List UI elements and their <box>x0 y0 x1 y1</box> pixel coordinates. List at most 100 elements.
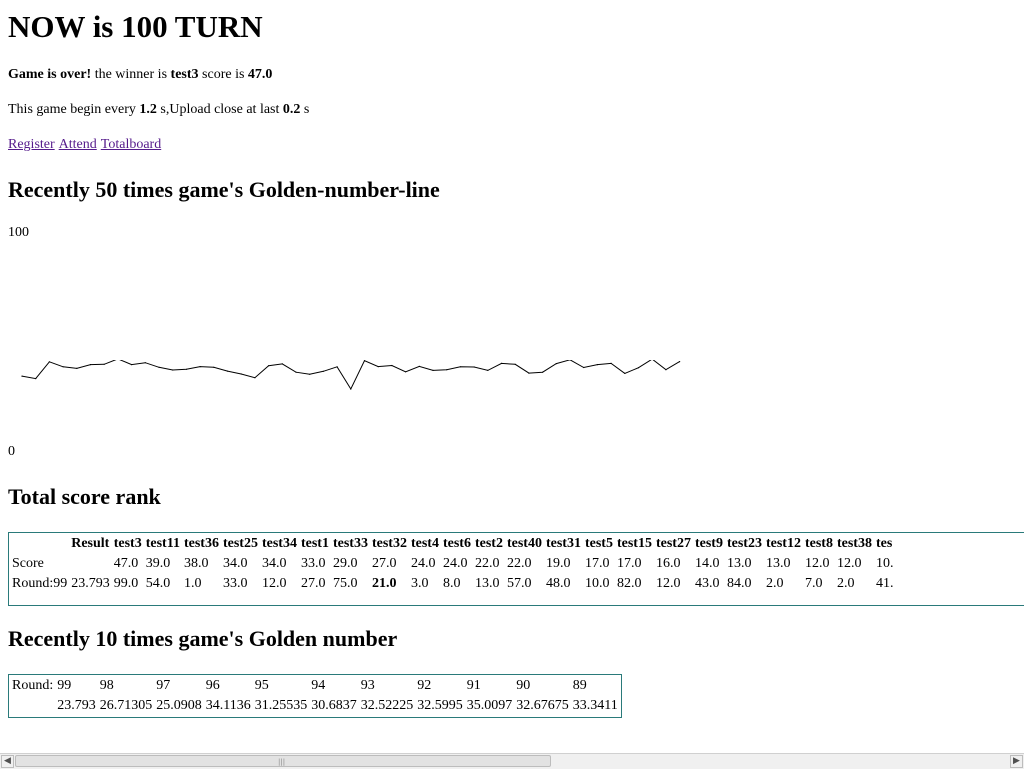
rank-cell: 84.0 <box>726 575 763 593</box>
golden-number-point <box>501 363 502 364</box>
rank-row-label: Round:99 <box>11 575 68 593</box>
rank-cell: 48.0 <box>545 575 582 593</box>
rank-cell: 13.0 <box>765 555 802 573</box>
golden-number-point <box>679 361 680 362</box>
scroll-left-arrow-icon[interactable]: ◀ <box>1 755 14 768</box>
rank-cell: 7.0 <box>804 575 834 593</box>
register-link[interactable]: Register <box>8 137 55 152</box>
rank-header-player: tes <box>875 535 895 553</box>
golden-number-point <box>556 363 557 364</box>
rank-cell: 12.0 <box>655 575 692 593</box>
rank-cell: 12.0 <box>804 555 834 573</box>
golden-number-point <box>638 367 639 368</box>
golden-number-point <box>49 361 50 362</box>
y-axis-max-label: 100 <box>8 225 29 241</box>
golden-round-cell: 91 <box>466 677 514 695</box>
golden-number-point <box>528 373 529 374</box>
golden-number-point <box>172 369 173 370</box>
golden-number-point <box>76 368 77 369</box>
rank-header-player: test25 <box>222 535 259 553</box>
rank-cell: 14.0 <box>694 555 724 573</box>
golden-number-point <box>35 378 36 379</box>
rank-header-player: test8 <box>804 535 834 553</box>
winner-score: 47.0 <box>248 67 273 82</box>
golden-number-point <box>200 366 201 367</box>
golden-number-point <box>419 366 420 367</box>
golden-number-point <box>268 365 269 366</box>
attend-link[interactable]: Attend <box>59 137 97 152</box>
interval-value: 1.2 <box>139 102 157 117</box>
rank-cell: 21.0 <box>371 575 408 593</box>
rank-header-player: test4 <box>410 535 440 553</box>
golden-number-point <box>460 366 461 367</box>
rank-header-result: Result <box>70 535 111 553</box>
rank-header-player: test1 <box>300 535 330 553</box>
score-label: score is <box>202 67 244 82</box>
golden-number-point <box>364 360 365 361</box>
rank-header-player: test11 <box>145 535 181 553</box>
golden-number-point <box>323 371 324 372</box>
golden-number-point <box>337 366 338 367</box>
rank-cell: 47.0 <box>113 555 143 573</box>
golden-number-point <box>624 373 625 374</box>
golden-number-point <box>145 362 146 363</box>
golden-number-point <box>90 364 91 365</box>
rank-cell: 82.0 <box>616 575 653 593</box>
rank-cell: 57.0 <box>506 575 543 593</box>
rank-cell: 16.0 <box>655 555 692 573</box>
rank-cell: 17.0 <box>584 555 614 573</box>
golden-number-point <box>131 364 132 365</box>
rank-header-player: test34 <box>261 535 298 553</box>
rank-cell <box>70 555 111 573</box>
golden-value-cell: 32.67675 <box>515 697 570 715</box>
golden-value-cell: 26.71305 <box>99 697 154 715</box>
golden-number-point <box>158 367 159 368</box>
rank-section-title: Total score rank <box>8 484 161 510</box>
golden-round-cell: 96 <box>205 677 252 695</box>
golden-number-point <box>309 374 310 375</box>
winner-name: test3 <box>171 67 199 82</box>
golden-number-point <box>583 367 584 368</box>
horizontal-scrollbar[interactable]: ◀ ||| ▶ <box>0 753 1024 769</box>
rank-header-player: test38 <box>836 535 873 553</box>
rank-header-player: test3 <box>113 535 143 553</box>
golden-number-point <box>611 363 612 364</box>
scrollbar-thumb[interactable]: ||| <box>15 755 551 767</box>
rank-cell: 39.0 <box>145 555 181 573</box>
golden-number-point <box>597 364 598 365</box>
rank-cell: 13.0 <box>726 555 763 573</box>
rank-cell: 1.0 <box>183 575 220 593</box>
rank-cell: 27.0 <box>300 575 330 593</box>
golden-round-cell: 94 <box>310 677 358 695</box>
golden-value-cell: 25.0908 <box>155 697 203 715</box>
golden-round-label: Round: <box>11 677 54 695</box>
rank-cell: 2.0 <box>765 575 802 593</box>
rank-cell: 34.0 <box>222 555 259 573</box>
totalboard-link[interactable]: Totalboard <box>101 137 161 152</box>
rank-cell: 99.0 <box>113 575 143 593</box>
golden-number-point <box>295 372 296 373</box>
scroll-right-arrow-icon[interactable]: ▶ <box>1010 755 1023 768</box>
game-over-text: Game is over! <box>8 67 91 82</box>
y-axis-min-label: 0 <box>8 444 15 460</box>
golden-blank-cell <box>11 697 54 715</box>
rank-header-player: test9 <box>694 535 724 553</box>
golden-number-point <box>474 366 475 367</box>
golden-number-point <box>21 376 22 377</box>
rank-header-blank <box>11 535 68 553</box>
rank-header-player: test23 <box>726 535 763 553</box>
rank-row-label: Score <box>11 555 68 573</box>
rank-cell: 12.0 <box>836 555 873 573</box>
golden-number-point <box>446 369 447 370</box>
rank-cell: 34.0 <box>261 555 298 573</box>
rank-cell: 12.0 <box>261 575 298 593</box>
golden-number-point <box>350 388 351 389</box>
